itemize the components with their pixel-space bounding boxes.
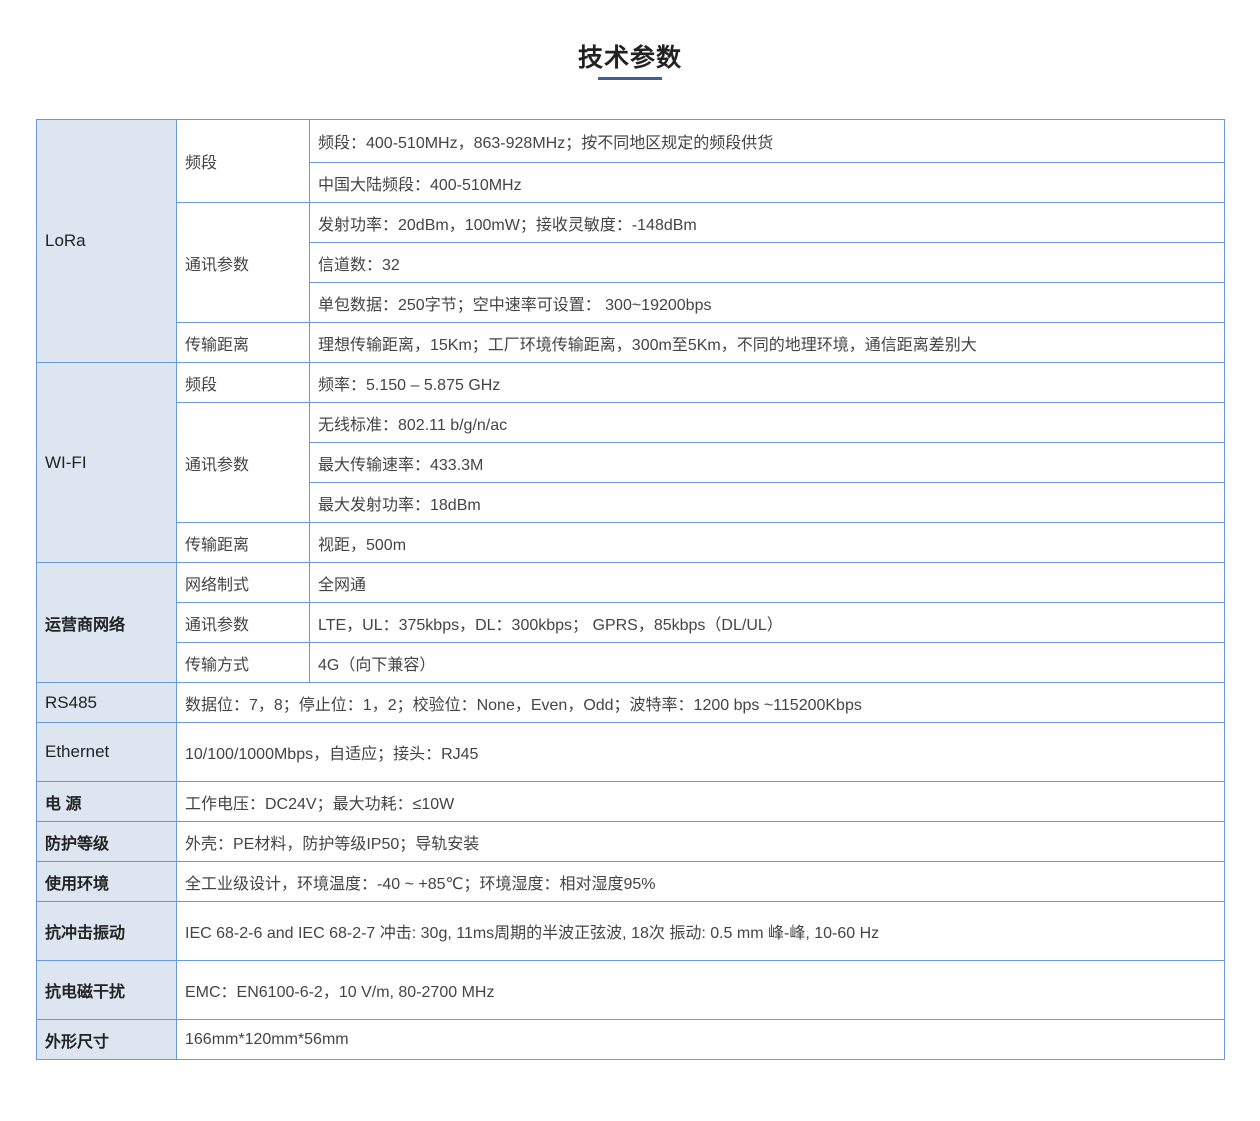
table-row: WI-FI 频段 频率：5.150 – 5.875 GHz	[36, 362, 1225, 563]
spec-value: 单包数据：250字节；空中速率可设置： 300~19200bps	[309, 282, 1225, 323]
subcategory-label: 传输距离	[176, 322, 310, 363]
category-environment: 使用环境	[36, 861, 177, 902]
spec-value: IEC 68-2-6 and IEC 68-2-7 冲击: 30g, 11ms周…	[176, 901, 1225, 961]
table-row: 运营商网络 网络制式 全网通	[36, 562, 1225, 683]
table-row: 防护等级 外壳：PE材料，防护等级IP50；导轨安装	[36, 821, 1225, 862]
table-row: 通讯参数 发射功率：20dBm，100mW；接收灵敏度：-148dBm	[37, 202, 1225, 323]
category-dimensions: 外形尺寸	[36, 1019, 177, 1060]
table-row: 传输距离 视距，500m	[37, 522, 1225, 563]
title-underline	[598, 77, 662, 80]
category-power: 电 源	[36, 781, 177, 822]
page-title: 技术参数	[577, 44, 682, 72]
table-row: 传输距离 理想传输距离，15Km；工厂环境传输距离，300m至5Km，不同的地理…	[37, 322, 1225, 363]
table-row: 通讯参数 无线标准：802.11 b/g/n/ac	[37, 402, 1225, 523]
spec-value: 工作电压：DC24V；最大功耗：≤10W	[176, 781, 1225, 822]
table-row: RS485 数据位：7，8；停止位：1，2；校验位：None，Even，Odd；…	[36, 682, 1225, 723]
table-row: 最大传输速率：433.3M	[37, 442, 1225, 483]
spec-value: 数据位：7，8；停止位：1，2；校验位：None，Even，Odd；波特率：12…	[176, 682, 1225, 723]
spec-value: LTE，UL：375kbps，DL：300kbps； GPRS，85kbps（D…	[309, 602, 1225, 643]
table-row: 抗电磁干扰 EMC：EN6100-6-2，10 V/m, 80-2700 MHz	[36, 960, 1225, 1020]
category-wifi: WI-FI	[36, 362, 177, 563]
table-row: LoRa 频段 频段：400-510MHz，863-928MHz；按不同地区规定…	[36, 119, 1225, 363]
table-row: 抗冲击振动 IEC 68-2-6 and IEC 68-2-7 冲击: 30g,…	[36, 901, 1225, 961]
subcategory-label: 传输方式	[176, 642, 310, 683]
subcategory-label: 频段	[176, 119, 310, 203]
spec-value: 视距，500m	[309, 522, 1225, 563]
spec-value: 10/100/1000Mbps，自适应；接头：RJ45	[176, 722, 1225, 782]
table-row: 外形尺寸 166mm*120mm*56mm	[36, 1019, 1225, 1060]
subcategory-label: 通讯参数	[176, 402, 310, 523]
spec-value: 频率：5.150 – 5.875 GHz	[309, 362, 1225, 403]
spec-value: 166mm*120mm*56mm	[176, 1019, 1225, 1060]
spec-value: EMC：EN6100-6-2，10 V/m, 80-2700 MHz	[176, 960, 1225, 1020]
category-cellular: 运营商网络	[36, 562, 177, 683]
spec-value: 外壳：PE材料，防护等级IP50；导轨安装	[176, 821, 1225, 862]
table-row: 传输方式 4G（向下兼容）	[37, 642, 1225, 683]
subcategory-label: 传输距离	[176, 522, 310, 563]
spec-value: 最大传输速率：433.3M	[309, 442, 1225, 483]
table-row: 使用环境 全工业级设计，环境温度：-40 ~ +85℃；环境湿度：相对湿度95%	[36, 861, 1225, 902]
spec-value: 理想传输距离，15Km；工厂环境传输距离，300m至5Km，不同的地理环境，通信…	[309, 322, 1225, 363]
spec-value: 全网通	[309, 562, 1225, 603]
table-row: 通讯参数 LTE，UL：375kbps，DL：300kbps； GPRS，85k…	[37, 602, 1225, 643]
table-row: Ethernet 10/100/1000Mbps，自适应；接头：RJ45	[36, 722, 1225, 782]
table-row: 信道数：32	[37, 242, 1225, 283]
table-row: 电 源 工作电压：DC24V；最大功耗：≤10W	[36, 781, 1225, 822]
spec-value: 发射功率：20dBm，100mW；接收灵敏度：-148dBm	[309, 202, 1225, 243]
category-lora: LoRa	[36, 119, 177, 363]
spec-value: 中国大陆频段：400-510MHz	[309, 162, 1225, 203]
spec-value: 4G（向下兼容）	[309, 642, 1225, 683]
subcategory-label: 通讯参数	[176, 202, 310, 323]
category-shock-vibration: 抗冲击振动	[36, 901, 177, 961]
spec-value: 信道数：32	[309, 242, 1225, 283]
subcategory-label: 通讯参数	[176, 602, 310, 643]
spec-table: LoRa 频段 频段：400-510MHz，863-928MHz；按不同地区规定…	[36, 119, 1225, 1060]
category-emc: 抗电磁干扰	[36, 960, 177, 1020]
subcategory-label: 网络制式	[176, 562, 310, 603]
table-row: 中国大陆频段：400-510MHz	[37, 162, 1225, 203]
category-protection: 防护等级	[36, 821, 177, 862]
subcategory-label: 频段	[176, 362, 310, 403]
spec-value: 无线标准：802.11 b/g/n/ac	[309, 402, 1225, 443]
spec-value: 全工业级设计，环境温度：-40 ~ +85℃；环境湿度：相对湿度95%	[176, 861, 1225, 902]
spec-value: 频段：400-510MHz，863-928MHz；按不同地区规定的频段供货	[309, 119, 1225, 163]
spec-value: 最大发射功率：18dBm	[309, 482, 1225, 523]
category-rs485: RS485	[36, 682, 177, 723]
category-ethernet: Ethernet	[36, 722, 177, 782]
